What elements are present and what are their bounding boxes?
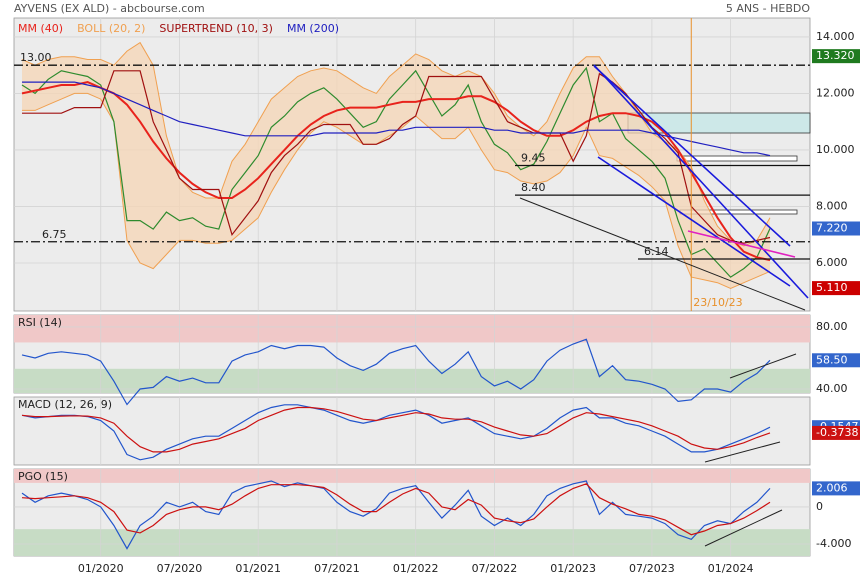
- series-line: [21, 404, 771, 461]
- x-tick-label: 01/2022: [393, 562, 439, 575]
- zone-band: [14, 315, 810, 343]
- x-tick-label: 07/2021: [314, 562, 360, 575]
- y-tick-label: 0: [816, 500, 823, 513]
- price-tag-label: 13.320: [816, 49, 855, 62]
- panel-background: [13, 396, 811, 466]
- y-tick-label: 8.000: [816, 199, 848, 212]
- series-line: [21, 483, 771, 536]
- price-tag: [812, 281, 860, 296]
- x-tick-label: 01/2023: [550, 562, 596, 575]
- trend-line: [687, 230, 796, 258]
- trend-line: [519, 197, 806, 311]
- y-tick-label: 6.000: [816, 256, 848, 269]
- level-label: 8.40: [521, 181, 546, 194]
- price-tag: [812, 49, 860, 64]
- y-tick-label: -4.000: [816, 537, 851, 550]
- trend-line: [593, 64, 809, 299]
- price-tag: [812, 425, 860, 440]
- series-line: [21, 480, 771, 550]
- legend-entry: BOLL (20, 2): [77, 22, 145, 35]
- y-tick-label: 14.000: [816, 30, 855, 43]
- y-tick-label: 80.00: [816, 320, 848, 333]
- x-tick-label: 07/2022: [472, 562, 518, 575]
- price-tag: [812, 353, 860, 368]
- x-tick-label: 07/2023: [629, 562, 675, 575]
- price-tag-label: 5.110: [816, 281, 848, 294]
- series-line: [21, 406, 771, 453]
- zone-band: [14, 469, 810, 483]
- panel-title: RSI (14): [18, 316, 62, 329]
- chart-subtitle: 5 ANS - HEBDO: [726, 2, 810, 15]
- price-tag-label: 7.220: [816, 221, 848, 234]
- trend-line: [704, 509, 783, 547]
- legend-entry: SUPERTREND (10, 3): [159, 22, 273, 35]
- bollinger-upper: [21, 41, 771, 247]
- trend-line: [597, 156, 791, 287]
- y-tick-label: 40.00: [816, 382, 848, 395]
- level-label: 13.00: [20, 51, 52, 64]
- y-tick-label: 12.000: [816, 86, 855, 99]
- series-line: [22, 81, 771, 157]
- series-line: [21, 338, 771, 406]
- price-tag: [812, 481, 860, 496]
- trend-line: [593, 65, 791, 247]
- panel-title: MACD (12, 26, 9): [18, 398, 112, 411]
- series-line: [22, 70, 771, 244]
- x-tick-label: 01/2020: [78, 562, 124, 575]
- price-tag: [812, 221, 860, 236]
- event-label: 23/10/23: [693, 296, 742, 309]
- zone-band: [14, 368, 810, 393]
- level-label: 6.75: [42, 228, 67, 241]
- price-tag-label: -0.3738: [816, 426, 858, 439]
- trendlines: [519, 64, 809, 547]
- drawings: [627, 112, 811, 215]
- zone-band: [14, 529, 810, 556]
- legend-entry: MM (40): [18, 22, 63, 35]
- y-tick-label: 10.000: [816, 143, 855, 156]
- panel-title: PGO (15): [18, 470, 68, 483]
- level-label: 9.45: [521, 151, 546, 164]
- x-tick-label: 07/2020: [157, 562, 203, 575]
- price-tag-label: 58.50: [816, 353, 848, 366]
- legend-entry: MM (200): [287, 22, 339, 35]
- x-tick-label: 01/2021: [235, 562, 281, 575]
- trend-line: [704, 441, 781, 463]
- plot: 14.000 12.000 10.000 8.000 6.000 13.00 9.45 8.4…: [14, 18, 860, 575]
- x-tick-label: 01/2024: [708, 562, 754, 575]
- trend-line: [729, 353, 797, 379]
- chart-title: AYVENS (EX ALD) - abcbourse.com: [14, 2, 205, 15]
- price-line: [21, 66, 771, 278]
- price-tag-label: 2.006: [816, 481, 848, 494]
